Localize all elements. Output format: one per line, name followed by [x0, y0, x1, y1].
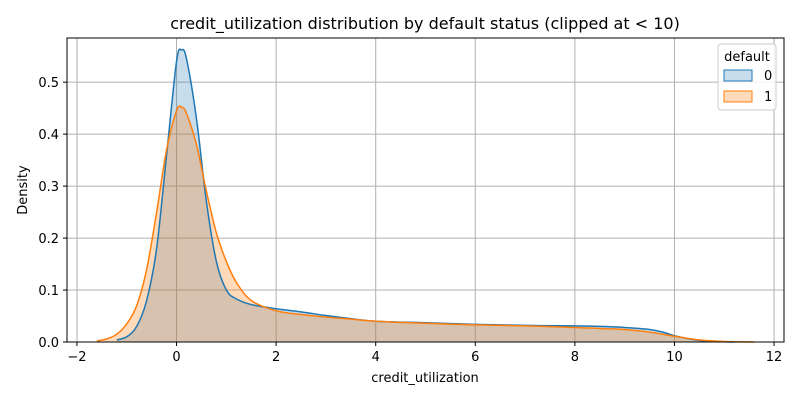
x-tick-label: 4	[372, 350, 380, 365]
density-areas	[96, 49, 755, 343]
plot-frame	[66, 37, 785, 343]
legend-swatch-0	[723, 69, 753, 82]
y-axis-label: Density	[16, 165, 31, 215]
y-tick-label: 0.2	[38, 232, 59, 247]
x-tick-label: 2	[272, 350, 280, 365]
density-line-1	[96, 105, 755, 343]
legend-swatch-1	[723, 90, 753, 103]
y-tick-label: 0.5	[38, 76, 59, 91]
y-tick-label: 0.3	[38, 180, 59, 195]
chart-title: credit_utilization distribution by defau…	[170, 14, 680, 34]
y-tick-label: 0.1	[38, 284, 59, 299]
x-tick-label: −2	[67, 350, 86, 365]
x-tick-label: 10	[666, 350, 683, 365]
density-area-0	[116, 49, 735, 342]
legend-label-0: 0	[764, 69, 772, 84]
y-tick-label: 0.4	[38, 128, 59, 143]
legend-title: default	[724, 50, 770, 65]
y-axis-ticks: 0.0 0.1 0.2 0.3 0.4 0.5	[38, 76, 67, 351]
legend-label-1: 1	[764, 90, 772, 105]
x-tick-label: 6	[471, 350, 479, 365]
grid	[67, 38, 784, 343]
density-lines	[96, 48, 755, 343]
legend-frame	[717, 43, 777, 111]
x-tick-label: 12	[766, 350, 783, 365]
x-axis-ticks: −2 0 2 4 6 8 10 12	[67, 342, 782, 365]
x-axis-label: credit_utilization	[371, 371, 479, 386]
y-tick-label: 0.0	[38, 336, 59, 351]
legend: default 0 1	[717, 43, 777, 111]
x-tick-label: 8	[571, 350, 579, 365]
x-tick-label: 0	[172, 350, 180, 365]
density-area-1	[96, 106, 755, 343]
